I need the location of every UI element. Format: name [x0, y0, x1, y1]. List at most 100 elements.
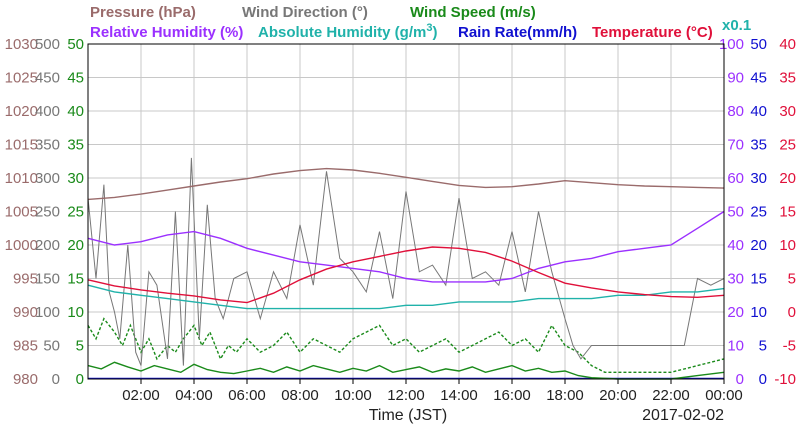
tick-label: 25: [779, 137, 796, 154]
tick-label: 45: [67, 70, 84, 87]
x-tick-label: 06:00: [228, 387, 266, 404]
tick-label: 1005: [5, 204, 38, 221]
x-tick-label: 18:00: [546, 387, 584, 404]
series-line: [87, 284, 725, 310]
right-axes: 0102030405060708090100051015202530354045…: [719, 36, 796, 388]
tick-label: 400: [35, 103, 60, 120]
tick-label: 10: [727, 338, 744, 355]
tick-label: 100: [719, 36, 744, 53]
tick-label: 1010: [5, 170, 38, 187]
tick-label: 0: [76, 371, 84, 388]
tick-label: 300: [35, 170, 60, 187]
legend-entry: Pressure (hPa): [90, 4, 196, 21]
tick-label: 50: [67, 36, 84, 53]
legend-entry: Wind Direction (°): [242, 4, 368, 21]
x-tick-label: 12:00: [387, 387, 425, 404]
tick-label: -10: [774, 371, 796, 388]
tick-label: 25: [67, 204, 84, 221]
tick-label: 40: [727, 237, 744, 254]
left-axes: 9809859909951000100510101015102010251030…: [5, 36, 84, 388]
tick-label: 1000: [5, 237, 38, 254]
tick-label: 15: [750, 271, 767, 288]
tick-label: 500: [35, 36, 60, 53]
tick-label: 0: [52, 371, 60, 388]
tick-label: 50: [727, 204, 744, 221]
x-axis-label: Time (JST): [369, 407, 448, 424]
x-tick-label: 08:00: [281, 387, 319, 404]
plot-frame: [87, 43, 725, 380]
legend-entry: Absolute Humidity (g/m3): [258, 22, 437, 41]
x-tick-label: 02:00: [122, 387, 160, 404]
tick-label: 985: [13, 338, 38, 355]
legend-entry: Wind Speed (m/s): [410, 4, 536, 21]
tick-label: 0: [759, 371, 767, 388]
x-tick-label: 14:00: [440, 387, 478, 404]
x-tick-label: 20:00: [599, 387, 637, 404]
tick-label: 35: [67, 137, 84, 154]
tick-label: 40: [750, 103, 767, 120]
tick-label: 20: [750, 237, 767, 254]
tick-label: 450: [35, 70, 60, 87]
abs-humidity-scale-note: x0.1: [722, 17, 751, 34]
series-line: [87, 317, 725, 373]
tick-label: 45: [750, 70, 767, 87]
tick-label: 30: [67, 170, 84, 187]
tick-label: 100: [35, 304, 60, 321]
tick-label: 995: [13, 271, 38, 288]
legend-entry: Rain Rate(mm/h): [458, 24, 577, 41]
tick-label: 35: [779, 70, 796, 87]
tick-label: 980: [13, 371, 38, 388]
date-label: 2017-02-02: [642, 407, 724, 424]
tick-label: 10: [750, 304, 767, 321]
tick-label: 80: [727, 103, 744, 120]
tick-label: 0: [736, 371, 744, 388]
tick-label: 50: [750, 36, 767, 53]
tick-label: 25: [750, 204, 767, 221]
tick-label: 30: [727, 271, 744, 288]
tick-label: 90: [727, 70, 744, 87]
tick-label: 20: [779, 170, 796, 187]
tick-label: 30: [750, 170, 767, 187]
tick-label: 15: [779, 204, 796, 221]
tick-label: 30: [779, 103, 796, 120]
tick-label: 1025: [5, 70, 38, 87]
tick-label: 0: [788, 304, 796, 321]
x-axis: 02:00 04:00 06:00 08:00 10:00 12:00 14:00 16:00…: [122, 379, 743, 404]
tick-label: 5: [759, 338, 767, 355]
tick-label: 60: [727, 170, 744, 187]
tick-label: 10: [779, 237, 796, 254]
x-tick-label: 22:00: [652, 387, 690, 404]
x-tick-label: 04:00: [175, 387, 213, 404]
x-tick-label: 00:00: [705, 387, 743, 404]
tick-label: 350: [35, 137, 60, 154]
legend: Pressure (hPa) Wind Direction (°) Wind Spe…: [90, 4, 751, 41]
tick-label: 1015: [5, 137, 38, 154]
tick-label: 35: [750, 137, 767, 154]
tick-label: 20: [67, 237, 84, 254]
legend-entry: Temperature (°C): [592, 24, 713, 41]
tick-label: 50: [43, 338, 60, 355]
series-line: [87, 361, 725, 380]
tick-label: 5: [76, 338, 84, 355]
legend-entry: Relative Humidity (%): [90, 24, 243, 41]
x-tick-label: 16:00: [493, 387, 531, 404]
tick-label: -5: [783, 338, 796, 355]
tick-label: 10: [67, 304, 84, 321]
tick-label: 1030: [5, 36, 38, 53]
tick-label: 70: [727, 137, 744, 154]
tick-label: 250: [35, 204, 60, 221]
tick-label: 990: [13, 304, 38, 321]
series-line: [87, 246, 725, 304]
tick-label: 40: [67, 103, 84, 120]
tick-label: 40: [779, 36, 796, 53]
tick-label: 200: [35, 237, 60, 254]
tick-label: 5: [788, 271, 796, 288]
x-tick-label: 10:00: [334, 387, 372, 404]
tick-label: 15: [67, 271, 84, 288]
series-line: [87, 167, 725, 201]
tick-label: 20: [727, 304, 744, 321]
series-line: [87, 157, 725, 366]
series-line: [87, 210, 725, 283]
